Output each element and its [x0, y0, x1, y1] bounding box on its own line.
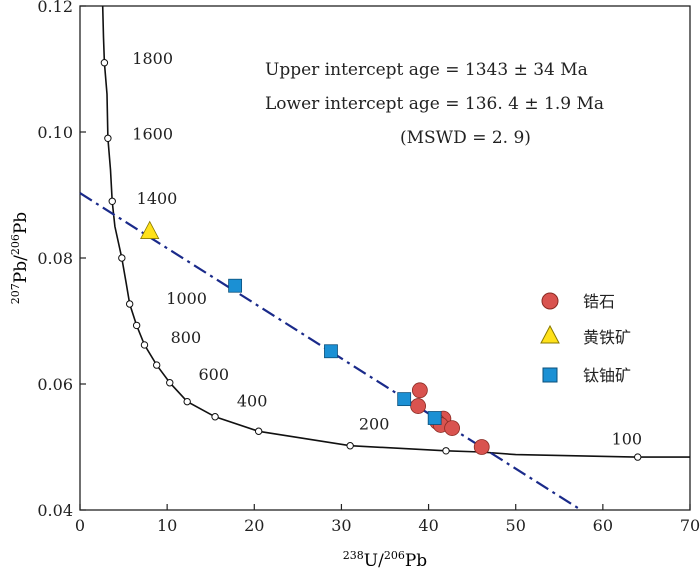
- y-tick-label: 0.06: [37, 375, 73, 394]
- brannerite-point: [324, 344, 338, 359]
- y-axis-label-part2: Pb: [11, 212, 31, 234]
- concordia-age-marker: [166, 379, 174, 387]
- concordia-curve: [101, 5, 690, 458]
- x-tick-label: 50: [506, 516, 526, 535]
- pyrite-point: [140, 220, 160, 239]
- concordia-age-marker: [140, 341, 149, 349]
- concordia-age-marker: [108, 197, 116, 206]
- zircon-point: [444, 420, 461, 437]
- mswd-annotation: (MSWD = 2. 9): [400, 128, 531, 148]
- x-tick-label: 10: [157, 516, 177, 535]
- legend-label-pyrite: 黄铁矿: [583, 328, 631, 347]
- age-labels-layer: 1800 1600 1400 1000 800 600 400 200 100: [132, 49, 642, 449]
- y-axis-label-sup2: 206: [9, 234, 22, 255]
- x-tick-label: 40: [418, 516, 438, 535]
- brannerite-point: [427, 411, 442, 425]
- legend-swatch-zircon: [541, 292, 559, 310]
- legend-label-brannerite: 钛铀矿: [583, 366, 631, 385]
- zircon-point: [473, 439, 490, 455]
- lower-intercept-annotation: Lower intercept age = 136. 4 ± 1.9 Ma: [265, 94, 604, 114]
- y-axis-label: 207Pb/206Pb: [9, 212, 31, 305]
- curves-layer: [79, 5, 690, 511]
- plot-frame: [79, 5, 691, 511]
- concordia-age-label: 1400: [137, 189, 178, 208]
- brannerite-point: [397, 392, 412, 407]
- y-axis-label-part1: Pb: [11, 261, 31, 283]
- concordia-age-marker: [104, 134, 112, 143]
- legend-label-zircon: 锆石: [583, 292, 615, 311]
- concordia-age-marker: [254, 427, 263, 435]
- concordia-age-label: 800: [171, 328, 202, 347]
- concordia-age-marker: [132, 321, 141, 330]
- x-tick-label: 0: [75, 516, 85, 535]
- concordia-age-marker: [183, 397, 191, 406]
- x-axis-label-part1: U/: [364, 551, 384, 571]
- discordia-line: [79, 192, 582, 511]
- y-tick-label: 0.08: [37, 249, 73, 268]
- legend-swatch-brannerite: [542, 367, 558, 383]
- concordia-age-marker: [152, 361, 161, 369]
- concordia-age-label: 600: [199, 365, 230, 384]
- zircon-point: [411, 382, 428, 399]
- x-axis-label-sup1: 238: [343, 549, 364, 562]
- y-axis-ticks: 0.04 0.06 0.08 0.10 0.12: [37, 0, 86, 520]
- data-points-layer: [140, 220, 490, 455]
- concordia-age-label: 200: [359, 414, 390, 433]
- concordia-age-marker: [118, 254, 126, 262]
- legend-swatch-pyrite: [540, 324, 560, 344]
- x-tick-label: 70: [680, 516, 700, 535]
- concordia-age-marker: [634, 453, 642, 461]
- concordia-age-marker: [100, 59, 109, 67]
- y-axis-label-sup1: 207: [9, 283, 22, 304]
- concordia-age-label: 400: [237, 392, 268, 411]
- x-axis-ticks: 0 10 20 30 40 50 60 70: [75, 504, 700, 535]
- zircon-point: [410, 398, 427, 414]
- concordia-age-label: 1600: [132, 125, 173, 144]
- y-tick-label: 0.10: [37, 123, 73, 142]
- concordia-age-label: 1800: [132, 49, 173, 68]
- x-axis-label-part2: Pb: [405, 551, 427, 571]
- x-axis-label-sup2: 206: [384, 549, 405, 562]
- concordia-age-marker: [442, 447, 450, 455]
- x-tick-label: 30: [331, 516, 351, 535]
- x-tick-label: 20: [244, 516, 264, 535]
- concordia-age-marker: [125, 300, 134, 308]
- concordia-age-marker: [346, 442, 354, 450]
- legend: 锆石 黄铁矿 钛铀矿: [540, 292, 631, 385]
- brannerite-point: [228, 278, 243, 293]
- upper-intercept-annotation: Upper intercept age = 1343 ± 34 Ma: [265, 60, 588, 80]
- concordia-age-label: 1000: [166, 289, 207, 308]
- y-axis-label-sep: /: [11, 255, 31, 261]
- concordia-markers-layer: [100, 59, 642, 461]
- concordia-age-label: 100: [612, 429, 643, 448]
- x-axis-label: 238U/206Pb: [343, 549, 428, 571]
- x-tick-label: 60: [593, 516, 613, 535]
- concordia-age-marker: [211, 413, 219, 421]
- y-tick-label: 0.12: [37, 0, 73, 16]
- y-tick-label: 0.04: [37, 501, 73, 520]
